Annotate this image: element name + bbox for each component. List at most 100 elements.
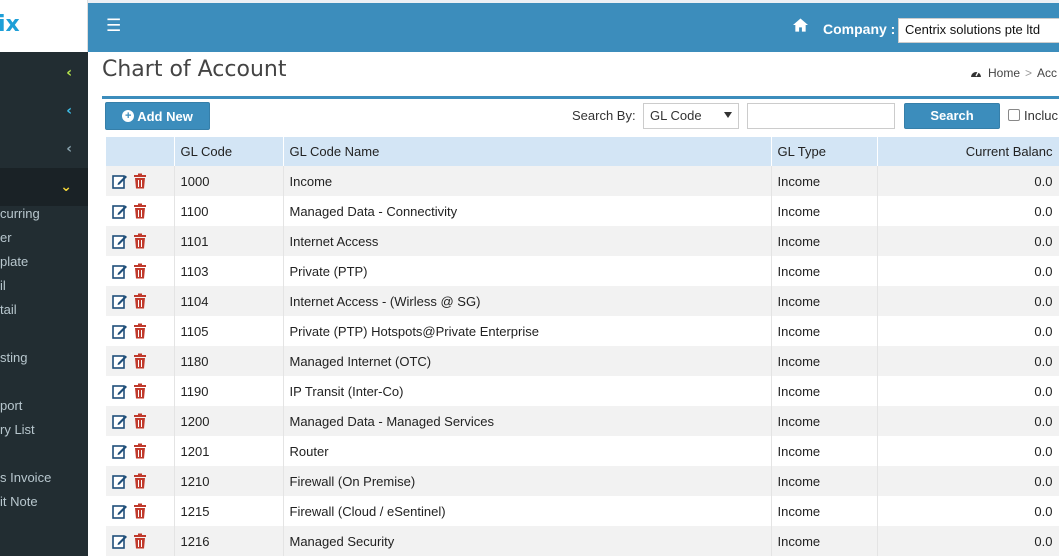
current-balance-cell: 0.0 (877, 376, 1059, 406)
delete-icon[interactable] (132, 413, 148, 429)
gl-code-name-cell: Managed Security (283, 526, 772, 556)
edit-icon[interactable] (112, 203, 128, 220)
delete-icon[interactable] (132, 293, 148, 309)
edit-icon[interactable] (112, 233, 128, 250)
sidebar-subitem[interactable]: er (0, 230, 12, 245)
delete-icon[interactable] (132, 533, 148, 549)
sidebar-item-2[interactable]: ‹ (0, 92, 88, 130)
gl-code-name-cell: IP Transit (Inter-Co) (283, 376, 772, 406)
gl-type-cell: Income (771, 406, 878, 436)
delete-icon[interactable] (132, 383, 148, 399)
company-label: Company : (823, 21, 896, 37)
table-row: 1105 Private (PTP) Hotspots@Private Enter… (106, 316, 1059, 346)
sidebar-subitem[interactable]: il (0, 278, 6, 293)
sidebar-item-1[interactable]: ‹ (0, 54, 88, 92)
menu-toggle-icon[interactable]: ☰ (106, 16, 122, 36)
gl-type-header[interactable]: GL Type (771, 137, 878, 166)
sidebar-subitem[interactable]: plate (0, 254, 29, 269)
gl-code-cell: 1104 (174, 286, 284, 316)
sidebar: ix ‹ ‹ ‹ ⌄ curring er plate il tail sting port… (0, 0, 88, 556)
company-selector[interactable]: Centrix solutions pte ltd (898, 18, 1059, 43)
table-row: 1190 IP Transit (Inter-Co) Income 0.0 (106, 376, 1059, 406)
gl-type-cell: Income (771, 526, 878, 556)
gl-code-cell: 1105 (174, 316, 284, 346)
gl-code-name-cell: Firewall (On Premise) (283, 466, 772, 496)
edit-icon[interactable] (112, 473, 128, 490)
gl-type-cell: Income (771, 346, 878, 376)
edit-icon[interactable] (112, 413, 128, 430)
edit-icon[interactable] (112, 443, 128, 460)
current-balance-cell: 0.0 (877, 226, 1059, 256)
table-row: 1180 Managed Internet (OTC) Income 0.0 (106, 346, 1059, 376)
current-balance-cell: 0.0 (877, 526, 1059, 556)
panel-top-border (102, 96, 1059, 99)
search-by-value: GL Code (650, 108, 702, 123)
current-balance-cell: 0.0 (877, 316, 1059, 346)
delete-icon[interactable] (132, 203, 148, 219)
sidebar-subitem[interactable]: sting (0, 350, 28, 365)
gl-code-name-header[interactable]: GL Code Name (283, 137, 772, 166)
row-actions (106, 466, 175, 496)
row-actions (106, 376, 175, 406)
gl-code-header[interactable]: GL Code (174, 137, 284, 166)
gl-code-cell: 1190 (174, 376, 284, 406)
sidebar-subitem[interactable]: s Invoice (0, 470, 52, 485)
home-icon[interactable] (793, 18, 808, 32)
table-row: 1101 Internet Access Income 0.0 (106, 226, 1059, 256)
breadcrumb-home[interactable]: Home (988, 66, 1021, 80)
current-balance-cell: 0.0 (877, 496, 1059, 526)
gl-type-cell: Income (771, 316, 878, 346)
edit-icon[interactable] (112, 263, 128, 280)
search-button[interactable]: Search (904, 103, 1000, 129)
search-by-select[interactable]: GL Code (643, 103, 739, 129)
sidebar-subitem[interactable]: curring (0, 206, 40, 221)
edit-icon[interactable] (112, 503, 128, 520)
delete-icon[interactable] (132, 353, 148, 369)
sidebar-item-3[interactable]: ‹ (0, 130, 88, 168)
sidebar-item-expanded[interactable]: ⌄ (0, 168, 88, 206)
gl-code-cell: 1100 (174, 196, 284, 226)
current-balance-header[interactable]: Current Balanc (877, 137, 1059, 166)
actions-header (106, 137, 175, 166)
edit-icon[interactable] (112, 353, 128, 370)
delete-icon[interactable] (132, 473, 148, 489)
table-header-row: GL Code GL Code Name GL Type Current Bal… (106, 137, 1059, 166)
row-actions (106, 406, 175, 436)
include-option[interactable]: Incluc (1008, 108, 1058, 123)
breadcrumb: Home > Acc (970, 66, 1057, 80)
delete-icon[interactable] (132, 323, 148, 339)
gl-code-cell: 1180 (174, 346, 284, 376)
current-balance-cell: 0.0 (877, 466, 1059, 496)
row-actions (106, 526, 175, 556)
edit-icon[interactable] (112, 533, 128, 550)
chevron-left-icon: ‹ (66, 65, 72, 81)
delete-icon[interactable] (132, 173, 148, 189)
include-checkbox[interactable] (1008, 109, 1020, 121)
gl-type-cell: Income (771, 436, 878, 466)
row-actions (106, 316, 175, 346)
current-balance-cell: 0.0 (877, 406, 1059, 436)
sidebar-subitem[interactable]: ry List (0, 422, 35, 437)
add-new-button[interactable]: + Add New (105, 102, 210, 130)
current-balance-cell: 0.0 (877, 196, 1059, 226)
plus-circle-icon: + (122, 110, 135, 122)
sidebar-subitem[interactable]: tail (0, 302, 17, 317)
row-actions (106, 226, 175, 256)
gl-code-name-cell: Private (PTP) Hotspots@Private Enterpris… (283, 316, 772, 346)
sidebar-subitem[interactable]: it Note (0, 494, 38, 509)
search-input[interactable] (747, 103, 895, 129)
gl-code-name-cell: Managed Data - Connectivity (283, 196, 772, 226)
edit-icon[interactable] (112, 383, 128, 400)
include-label: Incluc (1024, 108, 1058, 123)
edit-icon[interactable] (112, 173, 128, 190)
edit-icon[interactable] (112, 293, 128, 310)
delete-icon[interactable] (132, 233, 148, 249)
delete-icon[interactable] (132, 503, 148, 519)
delete-icon[interactable] (132, 263, 148, 279)
edit-icon[interactable] (112, 323, 128, 340)
breadcrumb-current[interactable]: Acc (1037, 66, 1058, 80)
gl-code-cell: 1000 (174, 166, 284, 196)
sidebar-subitem[interactable]: port (0, 398, 23, 413)
delete-icon[interactable] (132, 443, 148, 459)
gl-type-cell: Income (771, 466, 878, 496)
